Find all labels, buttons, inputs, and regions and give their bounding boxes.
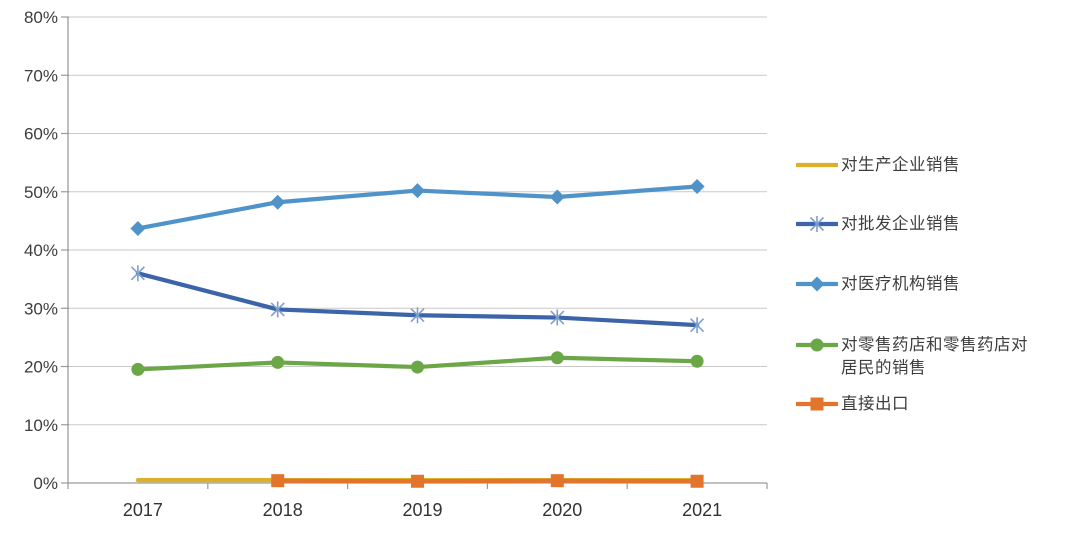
diamond-marker-icon — [130, 220, 146, 236]
x-axis-label: 2020 — [542, 500, 582, 520]
square-marker-icon — [411, 474, 424, 488]
series-line-4 — [275, 478, 700, 484]
y-axis-label: 60% — [24, 125, 58, 144]
x-axis-label: 2021 — [682, 500, 722, 520]
diamond-marker-icon — [689, 179, 705, 195]
square-marker-icon — [271, 474, 285, 488]
legend-item-production-sales: 对生产企业销售 — [796, 154, 1037, 177]
legend-item-retail-pharmacy-sales: 对零售药店和零售药店对居民的销售 — [796, 334, 1037, 380]
diamond-marker-icon — [549, 189, 565, 205]
x-axis-label: 2018 — [263, 500, 303, 520]
square-marker-icon — [690, 474, 704, 488]
legend-swatch-x-marker-icon — [796, 162, 838, 168]
x-axis-label: 2017 — [123, 500, 163, 520]
circle-marker-icon — [411, 360, 424, 374]
legend-item-wholesale-sales: 对批发企业销售 — [796, 213, 1037, 236]
asterisk-marker-icon — [410, 308, 425, 323]
legend-label: 直接出口 — [841, 395, 909, 413]
diamond-marker-icon — [410, 183, 425, 199]
circle-marker-icon — [550, 351, 564, 365]
asterisk-marker-icon — [270, 302, 285, 317]
asterisk-marker-icon — [809, 216, 825, 232]
square-marker-icon — [810, 397, 824, 411]
circle-marker-icon — [271, 355, 285, 369]
legend-swatch-asterisk-marker-icon — [796, 216, 838, 232]
x-axis-label: 2019 — [402, 500, 442, 520]
y-axis-label: 40% — [24, 241, 58, 260]
y-axis-label: 30% — [24, 299, 58, 318]
square-marker-icon — [550, 474, 564, 488]
y-axis-label: 10% — [24, 416, 58, 435]
legend-swatch-square-marker-icon — [796, 397, 838, 411]
circle-marker-icon — [131, 362, 145, 376]
chart-legend: 对生产企业销售 对批发企业销售 对医疗机构销售 对零售药店和零售药店对居民的销售… — [796, 0, 1080, 545]
legend-label: 对批发企业销售 — [841, 215, 960, 233]
legend-label: 对零售药店和零售药店对居民的销售 — [841, 336, 1028, 377]
circle-marker-icon — [810, 338, 824, 352]
diamond-marker-icon — [809, 276, 825, 292]
y-axis-label: 0% — [33, 474, 58, 493]
legend-item-medical-institution-sales: 对医疗机构销售 — [796, 273, 1037, 296]
y-axis-label: 80% — [24, 8, 58, 27]
legend-label: 对医疗机构销售 — [841, 275, 960, 293]
diamond-marker-icon — [270, 194, 286, 210]
asterisk-marker-icon — [550, 310, 565, 325]
asterisk-marker-icon — [130, 266, 145, 281]
asterisk-marker-icon — [690, 318, 705, 333]
legend-swatch-circle-marker-icon — [796, 338, 838, 352]
y-axis-label: 20% — [24, 358, 58, 377]
legend-swatch-diamond-marker-icon — [796, 276, 838, 292]
legend-item-direct-export: 直接出口 — [796, 393, 1037, 416]
circle-marker-icon — [690, 354, 704, 368]
legend-label: 对生产企业销售 — [841, 156, 960, 174]
y-axis-label: 50% — [24, 183, 58, 202]
y-axis-label: 70% — [24, 66, 58, 85]
